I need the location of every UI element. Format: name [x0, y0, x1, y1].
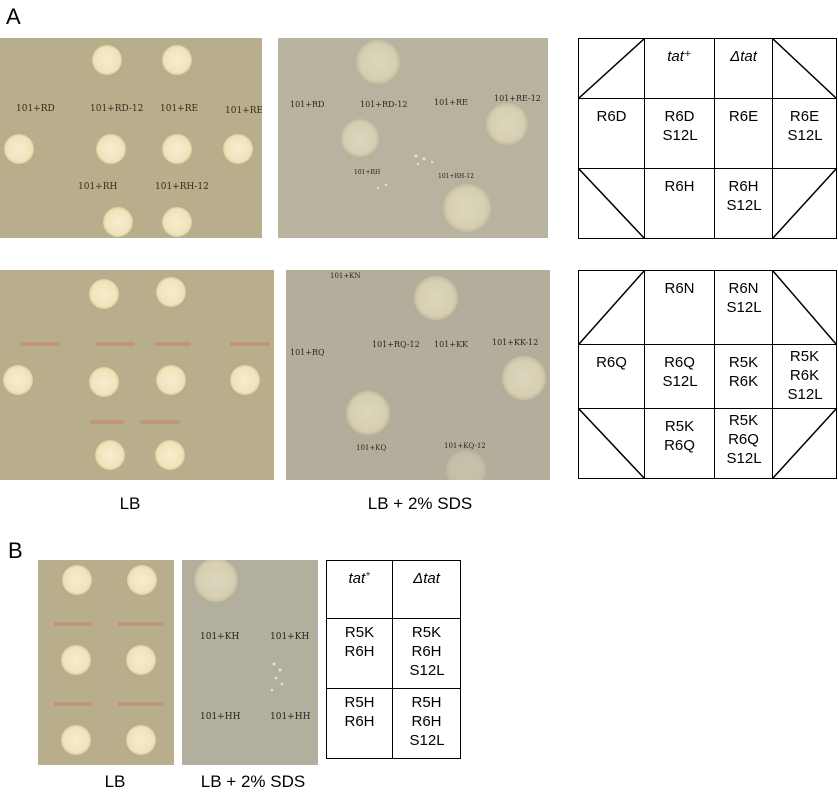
empty-cell	[578, 168, 645, 239]
handwritten-label: 101+KH	[270, 632, 310, 642]
genotype-cell: R5K R6Q	[644, 408, 715, 479]
genotype-cell: R5K R6H S12L	[392, 618, 461, 689]
plate-lb-b	[38, 560, 174, 765]
handwritten-label: 101+KN	[330, 272, 361, 280]
genotype-cell: R6N	[644, 270, 715, 345]
genotype-cell: R6H S12L	[714, 168, 773, 239]
handwritten-label: 101+RE-12	[494, 94, 541, 103]
genotype-cell: R6D	[578, 98, 645, 169]
handwritten-label: 101+KK	[434, 340, 468, 349]
handwritten-label: 101+RD	[290, 100, 325, 109]
handwritten-label: 101+HH	[270, 712, 311, 722]
empty-cell	[578, 270, 645, 345]
handwritten-label: 101+KH	[200, 632, 240, 642]
handwritten-label: 101+KQ-12	[444, 442, 486, 450]
genotype-cell: R6Q	[578, 344, 645, 409]
plate-lb-a2	[0, 270, 274, 480]
genotype-cell: R5K R6Q S12L	[714, 408, 773, 479]
handwritten-label: 101+RD-12	[360, 100, 408, 109]
genotype-cell: R6N S12L	[714, 270, 773, 345]
genotype-table-a2: R6N R6N S12L R6Q R6Q S12L R5K R6K R5K R6…	[578, 270, 837, 479]
plate-sds-b: 101+KH 101+KH 101+HH 101+HH	[182, 560, 318, 765]
handwritten-label: 101+RD-12	[90, 104, 144, 114]
empty-cell	[772, 408, 837, 479]
empty-cell	[772, 168, 837, 239]
genotype-table-a1: tat⁺ Δtat R6D R6D S12L R6E R6E S12L R6H …	[578, 38, 837, 239]
handwritten-label: 101+RE	[160, 104, 199, 114]
column-header: tat+	[326, 560, 393, 619]
caption-lb-sds: LB + 2% SDS	[367, 494, 473, 513]
genotype-cell: R6Q S12L	[644, 344, 715, 409]
empty-cell	[772, 270, 837, 345]
handwritten-label: 101+KQ	[356, 444, 387, 452]
genotype-cell: R6H	[644, 168, 715, 239]
handwritten-label: 101+RQ	[290, 348, 325, 357]
handwritten-label: 101+RH	[78, 182, 118, 192]
genotype-table-b: tat+ Δtat R5K R6H R5K R6H S12L R5H R6H R…	[326, 560, 461, 759]
handwritten-label: 101+RH-12	[155, 182, 209, 192]
column-header: Δtat	[392, 560, 461, 619]
genotype-cell: R5H R6H	[326, 688, 393, 759]
handwritten-label: 101+KK-12	[492, 338, 539, 347]
column-header: Δtat	[714, 38, 773, 99]
caption-lb-sds: LB + 2% SDS	[200, 772, 306, 791]
empty-cell	[578, 408, 645, 479]
genotype-cell: R5H R6H S12L	[392, 688, 461, 759]
genotype-cell: R5K R6K S12L	[772, 344, 837, 409]
colony-spots	[346, 276, 546, 480]
genotype-cell: R6E	[714, 98, 773, 169]
genotype-cell: R6D S12L	[644, 98, 715, 169]
plate-lb-a1: 101+RD 101+RD-12 101+RE 101+RE 101+RH 10…	[0, 38, 262, 238]
colony-spots	[3, 277, 270, 470]
genotype-cell: R5K R6K	[714, 344, 773, 409]
genotype-cell: R5K R6H	[326, 618, 393, 689]
colony-spots	[341, 40, 528, 232]
caption-lb: LB	[119, 494, 141, 513]
genotype-cell: R6E S12L	[772, 98, 837, 169]
colony-spots	[54, 565, 164, 755]
handwritten-label: 101+HH	[200, 712, 241, 722]
plate-sds-a1: 101+RD 101+RD-12 101+RE 101+RE-12 101+RH…	[278, 38, 548, 238]
handwritten-label: 101+RE	[434, 98, 468, 107]
panel-label-b: B	[8, 538, 23, 563]
handwritten-label: 101+RH-12	[438, 173, 474, 180]
caption-lb: LB	[104, 772, 126, 791]
column-header: tat⁺	[644, 38, 715, 99]
colony-spots	[4, 45, 253, 237]
plate-sds-a2: 101+KN 101+RQ 101+RQ-12 101+KK 101+KK-12…	[286, 270, 550, 480]
panel-label-a: A	[6, 4, 21, 29]
handwritten-label: 101+RH	[354, 169, 381, 176]
handwritten-label: 101+RQ-12	[372, 340, 420, 349]
handwritten-label: 101+RD	[16, 104, 55, 114]
colony-spots	[194, 560, 284, 692]
handwritten-label: 101+RE	[225, 106, 262, 116]
empty-cell	[772, 38, 837, 99]
empty-cell	[578, 38, 645, 99]
